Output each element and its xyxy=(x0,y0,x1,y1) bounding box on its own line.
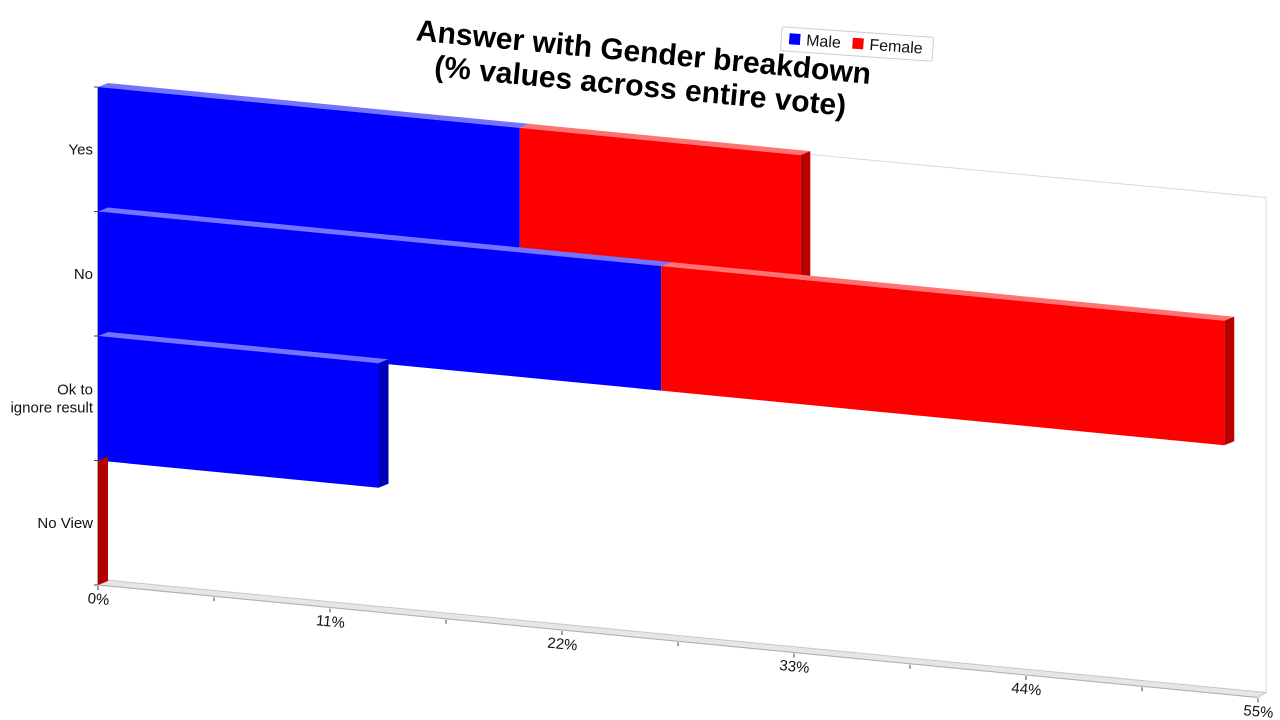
category-label: Ok to ignore result xyxy=(10,381,93,416)
value-tick-label: 44% xyxy=(1011,680,1043,700)
bar-front-face xyxy=(98,336,379,488)
bar-yes-female xyxy=(519,123,811,280)
legend-box: Male Female xyxy=(780,26,935,62)
category-label: No xyxy=(74,266,93,283)
legend-swatch xyxy=(852,37,864,50)
bar-side-face xyxy=(800,151,811,280)
legend-item-male: Male xyxy=(788,32,842,52)
bar-top-face xyxy=(98,83,530,128)
chart-axes: Yes No Ok to ignore result No View 0% 11% 22% 33… xyxy=(10,86,1275,720)
floor xyxy=(96,579,1268,699)
bar-side-face xyxy=(1224,316,1235,446)
bar-no-female xyxy=(661,262,1235,446)
bar-top-face xyxy=(661,262,1235,321)
category-label: No View xyxy=(37,515,93,532)
value-tick-label: 22% xyxy=(547,635,579,655)
category-label: Yes xyxy=(69,141,93,158)
value-axis-line xyxy=(97,584,1259,699)
bar-front-face xyxy=(661,266,1225,446)
legend-label: Female xyxy=(869,37,924,58)
bar-ok-to-ignore-result-male xyxy=(98,332,389,488)
bar-no-view-zero-side xyxy=(98,456,108,585)
legend-swatch xyxy=(788,33,801,46)
value-tick-label: 11% xyxy=(315,612,345,632)
chart-bars xyxy=(98,83,1235,585)
chart-legend: Male Female xyxy=(780,26,935,62)
bar-front-face xyxy=(519,127,801,280)
bar-top-face xyxy=(98,207,672,267)
bar-top-face xyxy=(98,332,389,364)
value-tick-label: 55% xyxy=(1243,702,1275,720)
value-tick-label: 0% xyxy=(87,590,110,609)
bar-yes-male xyxy=(98,83,530,253)
legend-label: Male xyxy=(806,32,842,51)
value-tick-label: 33% xyxy=(779,657,811,677)
bar-side-face xyxy=(378,359,389,488)
legend-item-female: Female xyxy=(852,37,924,58)
bar-top-face xyxy=(519,123,811,156)
bar-front-face xyxy=(98,87,520,253)
